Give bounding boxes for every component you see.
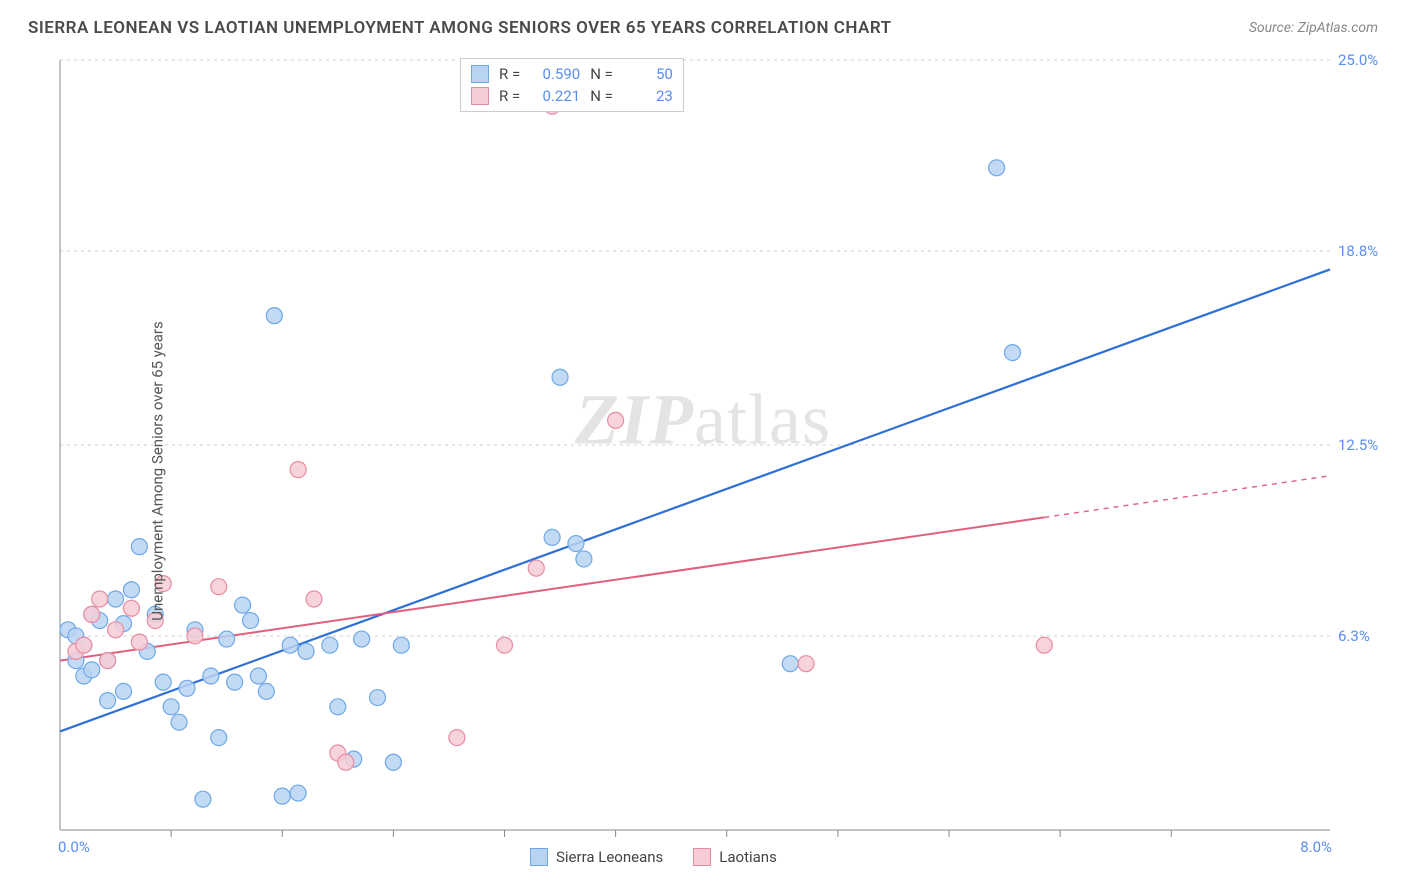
legend-item-0: Sierra Leoneans	[530, 848, 663, 866]
stats-row-series-0: R = 0.590 N = 50	[471, 63, 673, 85]
r-label: R =	[499, 63, 520, 85]
svg-text:6.3%: 6.3%	[1338, 627, 1370, 645]
r-value-1: 0.221	[530, 85, 580, 107]
scatter-plot-svg: 6.3% 12.5% 18.8% 25.0% 0.0% 8.0%	[0, 50, 1406, 892]
legend-item-1: Laotians	[693, 848, 777, 866]
swatch-series-0	[471, 65, 489, 83]
chart-area: Unemployment Among Seniors over 65 years…	[0, 50, 1406, 892]
n-value-0: 50	[623, 63, 673, 85]
series-legend: Sierra Leoneans Laotians	[530, 848, 777, 866]
legend-label-1: Laotians	[719, 848, 777, 866]
n-value-1: 23	[623, 85, 673, 107]
svg-text:12.5%: 12.5%	[1338, 436, 1378, 454]
y-axis-label: Unemployment Among Seniors over 65 years	[149, 321, 167, 620]
svg-text:0.0%: 0.0%	[58, 838, 90, 856]
svg-text:18.8%: 18.8%	[1338, 242, 1378, 260]
legend-label-0: Sierra Leoneans	[556, 848, 663, 866]
svg-text:25.0%: 25.0%	[1338, 51, 1378, 69]
chart-header: SIERRA LEONEAN VS LAOTIAN UNEMPLOYMENT A…	[0, 0, 1406, 48]
svg-text:8.0%: 8.0%	[1300, 838, 1332, 856]
r-value-0: 0.590	[530, 63, 580, 85]
chart-source: Source: ZipAtlas.com	[1249, 20, 1378, 36]
stats-legend: R = 0.590 N = 50 R = 0.221 N = 23	[460, 58, 684, 112]
stats-row-series-1: R = 0.221 N = 23	[471, 85, 673, 107]
legend-swatch-1	[693, 848, 711, 866]
r-label: R =	[499, 85, 520, 107]
n-label: N =	[590, 63, 613, 85]
n-label: N =	[590, 85, 613, 107]
legend-swatch-0	[530, 848, 548, 866]
swatch-series-1	[471, 87, 489, 105]
chart-title: SIERRA LEONEAN VS LAOTIAN UNEMPLOYMENT A…	[28, 18, 892, 38]
